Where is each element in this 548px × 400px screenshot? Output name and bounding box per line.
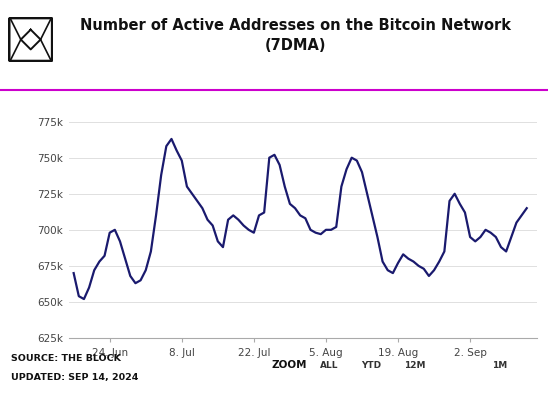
Text: Number of Active Addresses on the Bitcoin Network
(7DMA): Number of Active Addresses on the Bitcoi…: [81, 18, 511, 53]
Text: ALL: ALL: [319, 362, 338, 370]
Text: YTD: YTD: [362, 362, 381, 370]
Text: ZOOM: ZOOM: [271, 360, 307, 370]
Text: UPDATED: SEP 14, 2024: UPDATED: SEP 14, 2024: [11, 373, 138, 382]
Text: 12M: 12M: [403, 362, 425, 370]
Text: 1M: 1M: [492, 362, 507, 370]
Text: SOURCE: THE BLOCK: SOURCE: THE BLOCK: [11, 354, 121, 363]
Text: 3M: 3M: [449, 362, 465, 370]
